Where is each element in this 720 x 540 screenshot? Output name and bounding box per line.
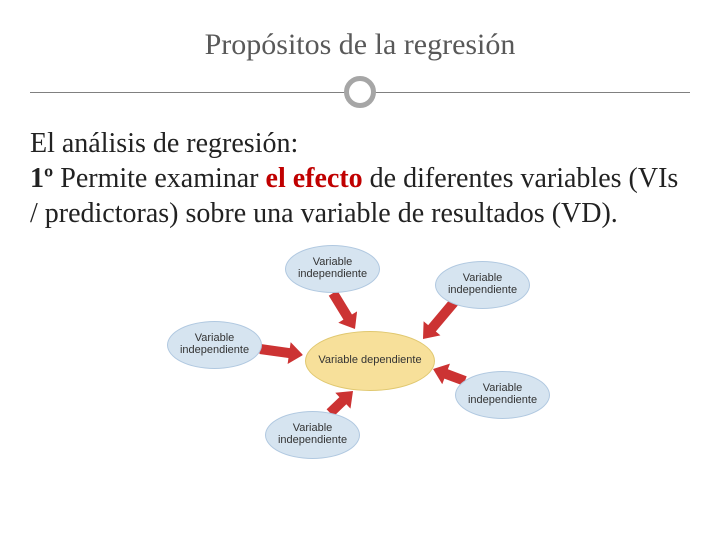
- independent-node: Variable independiente: [167, 321, 262, 369]
- title-divider: [30, 76, 690, 108]
- arrow-icon: [324, 287, 365, 334]
- independent-node: Variable independiente: [285, 245, 380, 293]
- body-mid: Permite examinar: [53, 163, 265, 194]
- independent-node: Variable independiente: [435, 261, 530, 309]
- body-line-1: El análisis de regresión:: [30, 126, 690, 161]
- concept-diagram: Variable dependienteVariable independien…: [155, 241, 565, 461]
- slide-title: Propósitos de la regresión: [30, 28, 690, 62]
- dependent-node: Variable dependiente: [305, 331, 435, 391]
- highlight: el efecto: [266, 163, 363, 194]
- independent-node: Variable independiente: [265, 411, 360, 459]
- independent-node: Variable independiente: [455, 371, 550, 419]
- divider-ring-icon: [344, 76, 376, 108]
- body-line-2: 1º Permite examinar el efecto de diferen…: [30, 161, 690, 231]
- ordinal: 1º: [30, 163, 53, 194]
- arrow-icon: [258, 338, 304, 366]
- slide: Propósitos de la regresión El análisis d…: [0, 0, 720, 540]
- body-text: El análisis de regresión: 1º Permite exa…: [30, 126, 690, 231]
